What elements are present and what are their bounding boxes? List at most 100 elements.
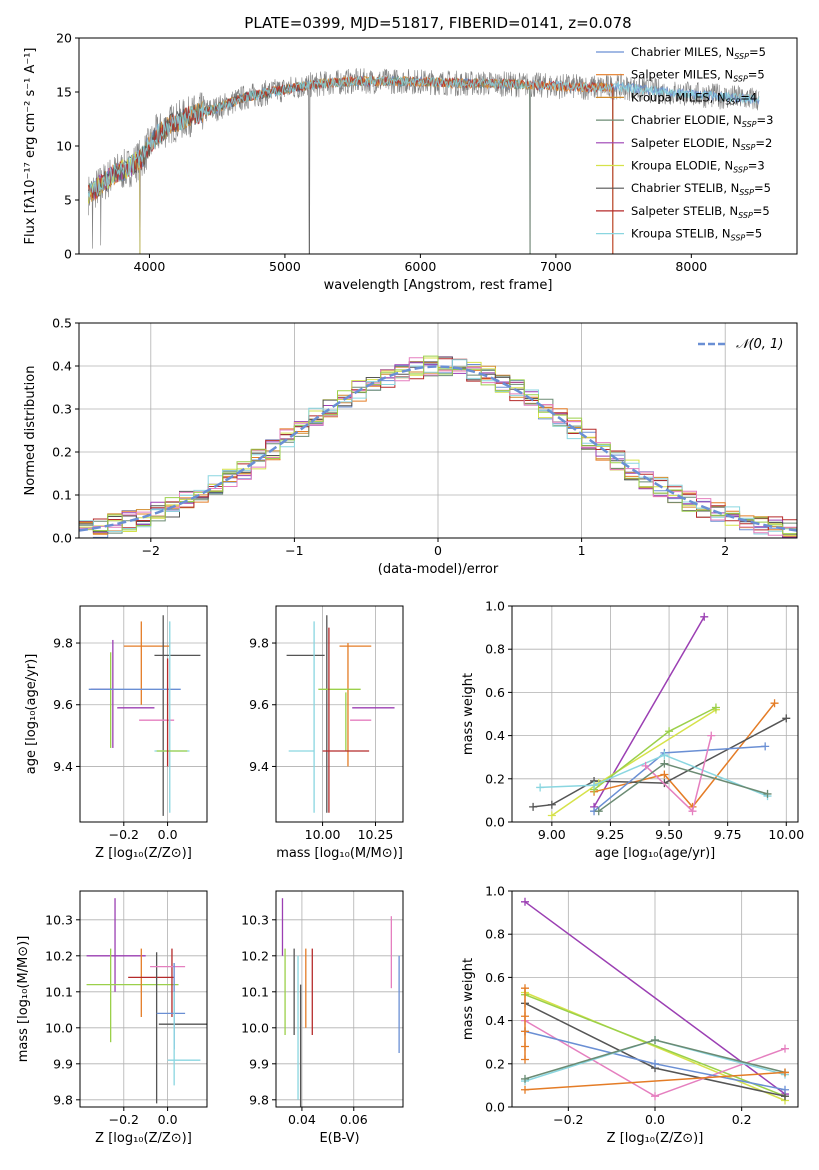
series-marker (590, 781, 599, 790)
x-axis-label: age [log₁₀(age/yr)] (595, 846, 716, 861)
y-axis-label: Flux [fλ10⁻¹⁷ erg cm⁻² s⁻¹ A⁻¹] (23, 48, 38, 245)
x-tick-label: 9.00 (538, 827, 566, 842)
axes-frame (511, 605, 799, 823)
x-axis-label: mass [log₁₀(M/M⊙)] (276, 846, 403, 861)
y-tick-label: 10.0 (45, 1020, 73, 1035)
y-axis-label: Normed distribution (23, 366, 38, 496)
y-tick-label: 0.0 (485, 815, 505, 830)
axes-frame (78, 37, 798, 255)
x-tick-label: 9.25 (597, 827, 625, 842)
series-marker (641, 761, 650, 770)
series-marker (665, 727, 674, 736)
y-tick-label: 9.6 (249, 697, 269, 712)
y-tick-label: 0 (64, 247, 72, 262)
y-tick-label: 0.4 (485, 728, 505, 743)
age-vs-Z-panel: −0.2 0.0 9.4 9.6 9.8 Z [log₁₀(Z/Z⊙)] age [log₁… (24, 605, 208, 861)
legend-entry: Chabrier STELIB, NSSP=5 (631, 181, 771, 197)
x-tick-label: −2 (142, 543, 160, 558)
series-line (540, 754, 768, 797)
x-axis-label: E(B-V) (319, 1131, 359, 1146)
y-tick-label: 0.8 (485, 927, 505, 942)
series-marker (660, 759, 669, 768)
y-tick-label: 10 (56, 139, 72, 154)
series-marker (711, 703, 720, 712)
legend-entry: Chabrier MILES, NSSP=5 (631, 45, 766, 61)
x-axis-label: Z [log₁₀(Z/Z⊙)] (95, 1131, 192, 1146)
plot-area (529, 612, 791, 820)
series-marker (781, 1044, 789, 1053)
x-axis-label: Z [log₁₀(Z/Z⊙)] (95, 846, 192, 861)
spectrum-data-line (88, 68, 760, 254)
series-marker (770, 699, 779, 708)
x-tick-label: 10.00 (305, 827, 341, 842)
y-tick-label: 10.3 (241, 912, 269, 927)
y-tick-label: 15 (56, 85, 72, 100)
y-axis-label: mass weight (461, 958, 476, 1040)
y-tick-label: 9.8 (53, 1092, 73, 1107)
series-marker (761, 742, 770, 751)
histogram-step (79, 355, 797, 535)
x-tick-label: 0.0 (158, 827, 178, 842)
legend-entry: Salpeter STELIB, NSSP=5 (631, 204, 770, 220)
x-tick-label: 0.06 (340, 1112, 368, 1127)
series-marker (688, 807, 697, 816)
y-tick-label: 10.0 (241, 1020, 269, 1035)
spectrum-model-line (88, 75, 614, 254)
y-axis-label: mass [log₁₀(M/M⊙)] (16, 936, 31, 1063)
y-tick-label: 0.3 (52, 402, 72, 417)
weight-vs-Z-panel: −0.2 0.0 0.2 0.0 0.2 0.4 0.6 0.8 1.0 Z [log₁₀(Z/Z… (461, 884, 799, 1146)
x-tick-label: 0.0 (158, 1112, 178, 1127)
x-tick-label: 10.25 (358, 827, 394, 842)
weight-vs-age-panel: 9.00 9.25 9.50 9.75 10.00 0.0 0.2 0.4 0.6 0.8 1.0 a… (461, 599, 804, 862)
y-tick-label: 9.8 (53, 636, 73, 651)
plot-area (88, 615, 201, 816)
y-tick-label: 0.4 (485, 1013, 505, 1028)
series-marker (521, 897, 529, 906)
x-tick-label: −0.2 (553, 1112, 583, 1127)
spectrum-model-line (88, 74, 614, 254)
spectrum-panel: 4000 5000 6000 7000 8000 0 5 10 15 20 wavelength [… (23, 31, 798, 293)
y-tick-label: 9.9 (53, 1056, 73, 1071)
x-axis-label: (data-model)/error (378, 562, 499, 577)
y-tick-label: 9.8 (249, 1092, 269, 1107)
series-marker (651, 1036, 659, 1045)
y-tick-label: 1.0 (485, 599, 505, 614)
x-tick-label: 10.00 (768, 827, 804, 842)
series-line (524, 1071, 786, 1091)
series-marker (536, 783, 545, 792)
x-tick-label: 2 (721, 543, 729, 558)
y-tick-label: 0.5 (52, 316, 72, 331)
x-tick-label: 4000 (134, 259, 166, 274)
x-tick-label: −0.2 (109, 1112, 139, 1127)
legend-entry: Salpeter ELODIE, NSSP=2 (631, 136, 772, 152)
mass-vs-Z-panel: −0.2 0.0 9.8 9.9 10.0 10.1 10.2 10.3 Z [log₁₀(Z/… (16, 890, 208, 1146)
x-tick-label: 7000 (540, 259, 572, 274)
series-marker (547, 811, 556, 820)
series-marker (529, 802, 538, 811)
x-axis-label: Z [log₁₀(Z/Z⊙)] (607, 1131, 704, 1146)
series-marker (521, 1012, 529, 1021)
y-axis-label: mass weight (461, 673, 476, 755)
gaussian-curve (79, 365, 797, 532)
y-tick-label: 9.6 (53, 697, 73, 712)
series-line (551, 709, 717, 817)
axes-frame (275, 890, 404, 1108)
plot-area (286, 615, 395, 813)
axes-frame (79, 890, 208, 1108)
series-line (598, 762, 768, 812)
series-marker (521, 1074, 529, 1083)
series-marker (660, 770, 669, 779)
y-tick-label: 0.2 (485, 771, 505, 786)
series-marker (547, 800, 556, 809)
series-marker (594, 807, 603, 816)
series-line (524, 991, 786, 1102)
series-marker (651, 1092, 659, 1101)
y-tick-label: 9.4 (249, 759, 269, 774)
x-tick-label: −0.2 (109, 827, 139, 842)
y-tick-label: 10.3 (45, 912, 73, 927)
histogram-step (79, 361, 797, 534)
y-tick-label: 0.6 (485, 970, 505, 985)
x-tick-label: 5000 (269, 259, 301, 274)
legend-entry: Chabrier ELODIE, NSSP=3 (631, 113, 773, 129)
y-tick-label: 1.0 (485, 884, 505, 899)
